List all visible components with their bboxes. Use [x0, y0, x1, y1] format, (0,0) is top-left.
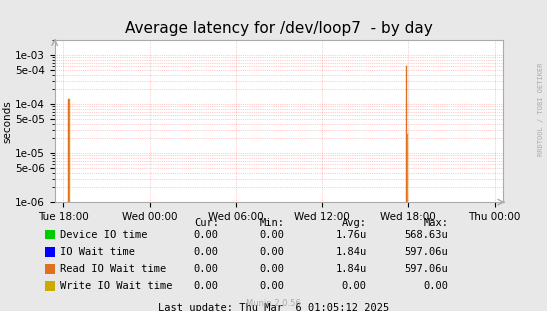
Text: 568.63u: 568.63u [405, 230, 449, 240]
Text: 0.00: 0.00 [259, 281, 284, 291]
Text: 0.00: 0.00 [194, 247, 219, 257]
Title: Average latency for /dev/loop7  - by day: Average latency for /dev/loop7 - by day [125, 21, 433, 36]
Text: 0.00: 0.00 [259, 247, 284, 257]
Text: 0.00: 0.00 [341, 281, 366, 291]
Y-axis label: seconds: seconds [2, 100, 13, 143]
Text: 0.00: 0.00 [259, 230, 284, 240]
Text: RRDTOOL / TOBI OETIKER: RRDTOOL / TOBI OETIKER [538, 62, 544, 156]
Text: Min:: Min: [259, 218, 284, 228]
Text: 1.84u: 1.84u [335, 264, 366, 274]
Text: Munin 2.0.56: Munin 2.0.56 [246, 299, 301, 308]
Text: 0.00: 0.00 [194, 264, 219, 274]
Text: 597.06u: 597.06u [405, 264, 449, 274]
Text: 1.76u: 1.76u [335, 230, 366, 240]
Text: Max:: Max: [423, 218, 449, 228]
Text: Device IO time: Device IO time [60, 230, 148, 240]
Text: Cur:: Cur: [194, 218, 219, 228]
Text: IO Wait time: IO Wait time [60, 247, 135, 257]
Text: Read IO Wait time: Read IO Wait time [60, 264, 166, 274]
Text: Last update: Thu Mar  6 01:05:12 2025: Last update: Thu Mar 6 01:05:12 2025 [158, 303, 389, 311]
Text: 0.00: 0.00 [423, 281, 449, 291]
Text: 0.00: 0.00 [194, 230, 219, 240]
Text: 0.00: 0.00 [259, 264, 284, 274]
Text: 1.84u: 1.84u [335, 247, 366, 257]
Text: 597.06u: 597.06u [405, 247, 449, 257]
Text: Avg:: Avg: [341, 218, 366, 228]
Text: 0.00: 0.00 [194, 281, 219, 291]
Text: Write IO Wait time: Write IO Wait time [60, 281, 173, 291]
